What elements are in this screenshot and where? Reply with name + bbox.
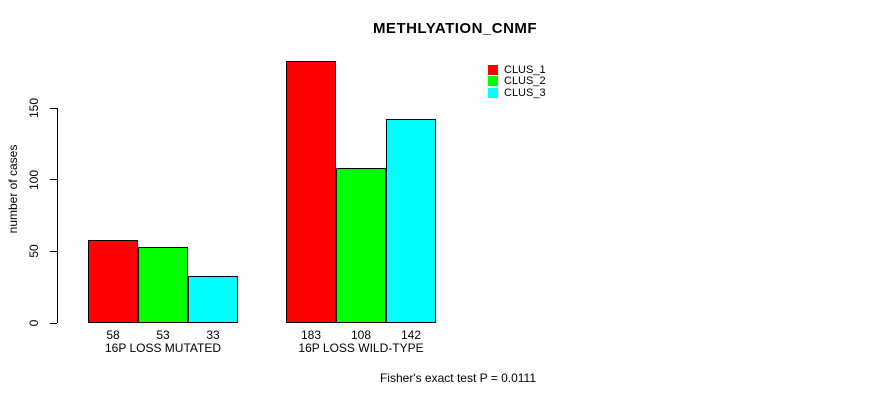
legend-item: CLUS_1 [488,64,546,76]
y-tick-mark [50,250,57,252]
legend-color-swatch [488,64,498,75]
y-tick-mark [50,107,57,109]
legend-color-swatch [488,76,498,87]
legend-item: CLUS_2 [488,75,546,88]
y-axis-label: number of cases [6,144,20,234]
bar-value-label: 58 [106,328,120,342]
x-category-label: 16P LOSS WILD-TYPE [298,341,424,355]
y-tick-mark [50,322,57,324]
bar-clus_1-group1 [88,240,138,323]
legend: CLUS_1 CLUS_2 CLUS_3 [488,64,546,99]
bar-value-label: 53 [156,328,170,342]
legend-color-swatch [488,87,498,98]
bar-clus_3-group2 [386,119,436,323]
bar-value-label: 183 [300,328,322,342]
bar-clus_1-group2 [286,61,336,323]
annotation-text: Fisher's exact test P = 0.0111 [379,371,537,385]
legend-label: CLUS_2 [504,75,546,88]
chart-title: METHLYATION_CNMF [372,20,538,37]
legend-label: CLUS_3 [504,86,546,99]
y-tick-label: 50 [27,244,41,259]
legend-item: CLUS_3 [488,87,546,99]
y-tick-label: 100 [27,169,41,190]
bar-value-label: 142 [400,328,422,342]
legend-label: CLUS_1 [504,63,546,76]
y-tick-mark [50,179,57,181]
x-category-label: 16P LOSS MUTATED [104,341,222,355]
y-tick-label: 150 [27,97,41,119]
bar-value-label: 108 [350,328,372,342]
bar-clus_2-group1 [138,247,188,323]
bar-value-label: 33 [206,328,220,342]
y-tick-label: 0 [27,319,41,327]
y-axis-line [57,108,58,323]
bar-clus_2-group2 [336,168,386,323]
bar-clus_3-group1 [188,276,238,323]
